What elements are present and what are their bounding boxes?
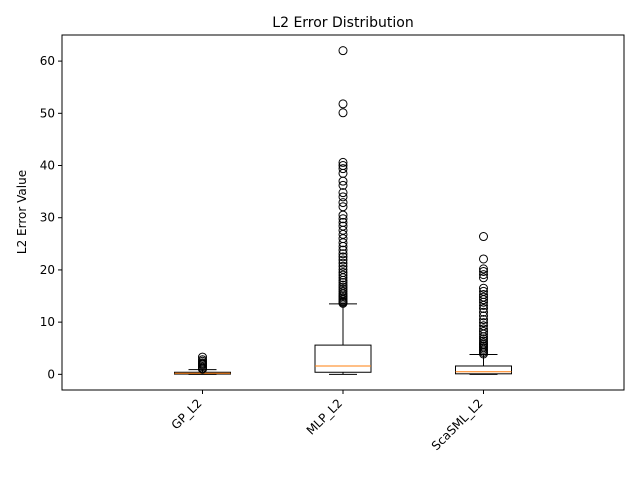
y-tick-label: 30 xyxy=(40,211,55,225)
outlier-point xyxy=(338,198,348,208)
outlier-point xyxy=(338,264,348,274)
outlier-point xyxy=(338,157,348,167)
x-tick-label: MLP_L2 xyxy=(304,396,345,437)
outlier-point xyxy=(479,336,488,346)
outlier-point xyxy=(338,252,348,262)
y-tick-label: 60 xyxy=(40,54,55,68)
y-tick-label: 0 xyxy=(47,367,55,381)
outlier-point xyxy=(338,286,348,296)
outlier-point xyxy=(479,338,488,348)
outlier-point xyxy=(479,273,488,283)
outlier-point xyxy=(479,286,488,296)
outlier-point xyxy=(338,202,348,212)
outlier-point xyxy=(338,188,348,198)
outlier-point xyxy=(479,270,488,280)
outlier-point xyxy=(338,108,348,118)
outlier-point xyxy=(338,180,348,190)
outlier-point xyxy=(479,264,488,274)
outlier-point xyxy=(338,221,348,231)
outlier-point xyxy=(479,292,488,302)
outlier-point xyxy=(338,277,348,287)
outlier-point xyxy=(479,318,488,328)
outlier-point xyxy=(338,261,348,271)
box-iqr xyxy=(314,344,372,373)
outlier-point xyxy=(479,321,488,331)
outlier-point xyxy=(338,99,348,109)
chart-title: L2 Error Distribution xyxy=(272,15,413,31)
outlier-point xyxy=(479,254,488,264)
y-tick-label: 10 xyxy=(40,315,55,329)
outlier-point xyxy=(479,304,488,314)
outlier-point xyxy=(338,217,348,227)
outlier-point xyxy=(338,46,348,56)
outlier-point xyxy=(198,355,207,365)
outlier-point xyxy=(338,249,348,259)
outlier-point xyxy=(338,268,348,278)
plot-area: 0 10 20 30 40 50 60 GP_L2 MLP_L2 ScaSML_L2 xyxy=(40,46,512,453)
outlier-point xyxy=(338,280,348,290)
x-tick-label: GP_L2 xyxy=(169,396,205,432)
outlier-point xyxy=(338,255,348,265)
outlier-point xyxy=(338,270,348,280)
y-tick-label: 40 xyxy=(40,159,55,173)
outlier-point xyxy=(198,352,207,362)
outlier-point xyxy=(479,283,488,293)
outlier-point xyxy=(479,324,488,334)
box-iqr xyxy=(455,365,512,375)
outlier-point xyxy=(338,168,348,178)
outlier-point xyxy=(479,315,488,325)
outlier-point xyxy=(479,334,488,344)
outlier-point xyxy=(338,258,348,268)
y-axis-label: L2 Error Value xyxy=(15,170,29,254)
outlier-point xyxy=(479,232,488,242)
outlier-point xyxy=(479,311,488,321)
outlier-point xyxy=(338,164,348,174)
y-tick-label: 50 xyxy=(40,106,55,120)
outlier-point xyxy=(479,307,488,317)
outlier-point xyxy=(338,282,348,292)
outlier-point xyxy=(338,284,348,294)
y-tick-label: 20 xyxy=(40,263,55,277)
outlier-point xyxy=(479,327,488,337)
outlier-point xyxy=(338,161,348,171)
outlier-point xyxy=(479,289,488,299)
plot-frame xyxy=(61,34,625,391)
outlier-point xyxy=(479,266,488,276)
outlier-point xyxy=(338,192,348,202)
x-tick-label: ScaSML_L2 xyxy=(429,396,486,453)
outlier-point xyxy=(338,214,348,224)
outlier-point xyxy=(338,245,348,255)
